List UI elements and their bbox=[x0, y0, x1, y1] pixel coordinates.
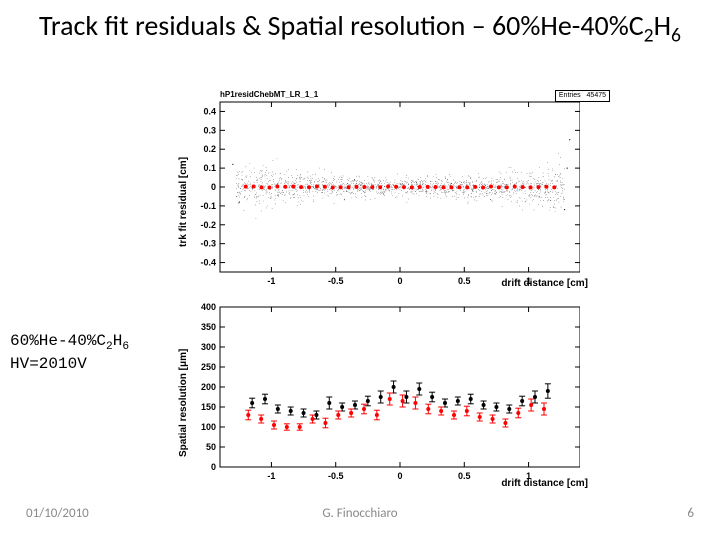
residuals-chart: hP1residChebMT_LR_1_1 Entries 45475 trk … bbox=[180, 92, 580, 292]
stats-label: Entries bbox=[559, 92, 581, 99]
chart1-stats-box: Entries 45475 bbox=[555, 90, 610, 102]
svg-text:-0.3: -0.3 bbox=[200, 239, 216, 249]
svg-text:0.5: 0.5 bbox=[458, 276, 471, 286]
svg-text:0.4: 0.4 bbox=[203, 106, 216, 116]
svg-text:0.3: 0.3 bbox=[203, 125, 216, 135]
svg-text:-0.2: -0.2 bbox=[200, 220, 216, 230]
svg-text:400: 400 bbox=[201, 302, 216, 312]
footer-page: 6 bbox=[687, 506, 694, 521]
svg-text:0: 0 bbox=[397, 276, 402, 286]
stats-value: 45475 bbox=[587, 92, 606, 99]
svg-text:0.2: 0.2 bbox=[203, 144, 216, 154]
svg-text:0: 0 bbox=[211, 182, 216, 192]
footer-author: G. Finocchiaro bbox=[0, 506, 720, 521]
chart2-xlabel: drift distance [cm] bbox=[501, 478, 588, 489]
footer: 01/10/2010 G. Finocchiaro 6 bbox=[0, 506, 720, 524]
svg-text:-0.1: -0.1 bbox=[200, 201, 216, 211]
chart2-svg: -1-0.500.51050100150200250300350400 bbox=[180, 302, 580, 492]
gas-annotation: 60%He-40%C2H6HV=2010V bbox=[10, 332, 129, 374]
resolution-chart: Spatial resolution [μm] drift distance [… bbox=[180, 302, 580, 492]
chart1-svg: -1-0.500.51-0.4-0.3-0.2-0.100.10.20.30.4 bbox=[180, 92, 580, 292]
svg-text:100: 100 bbox=[201, 422, 216, 432]
svg-text:250: 250 bbox=[201, 362, 216, 372]
svg-text:-0.5: -0.5 bbox=[328, 276, 344, 286]
chart1-xlabel: drift distance [cm] bbox=[501, 278, 588, 289]
svg-text:0: 0 bbox=[397, 471, 402, 481]
svg-text:150: 150 bbox=[201, 402, 216, 412]
svg-text:-0.5: -0.5 bbox=[328, 471, 344, 481]
svg-text:0: 0 bbox=[211, 462, 216, 472]
svg-text:300: 300 bbox=[201, 342, 216, 352]
svg-text:350: 350 bbox=[201, 322, 216, 332]
svg-text:-1: -1 bbox=[267, 471, 275, 481]
svg-text:-0.4: -0.4 bbox=[200, 258, 216, 268]
svg-text:-1: -1 bbox=[267, 276, 275, 286]
svg-text:0.5: 0.5 bbox=[458, 471, 471, 481]
chart1-ylabel: trk fit residual [cm] bbox=[178, 157, 189, 247]
svg-text:0.1: 0.1 bbox=[203, 163, 216, 173]
chart1-plot-title: hP1residChebMT_LR_1_1 bbox=[220, 90, 318, 99]
chart2-ylabel: Spatial resolution [μm] bbox=[178, 349, 189, 457]
svg-text:50: 50 bbox=[206, 442, 216, 452]
slide-title: Track fit residuals & Spatial resolution… bbox=[0, 8, 720, 48]
svg-text:200: 200 bbox=[201, 382, 216, 392]
